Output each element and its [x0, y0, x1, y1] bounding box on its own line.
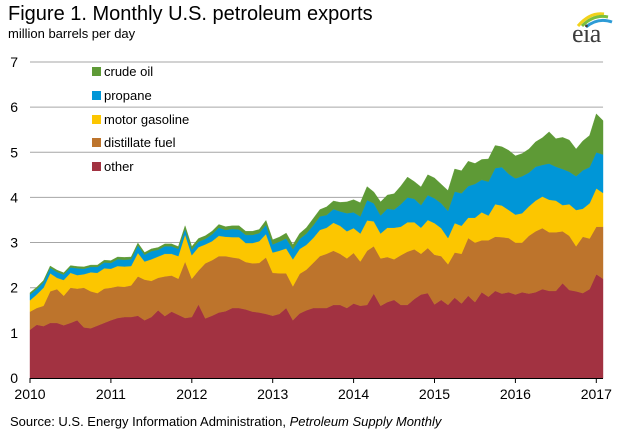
y-tick-label: 0 — [10, 370, 18, 386]
legend-label: propane — [104, 87, 152, 103]
source-prefix: Source: U.S. Energy Information Administ… — [10, 414, 290, 429]
x-tick-label: 2012 — [176, 386, 207, 402]
logo-text: eia — [572, 19, 601, 48]
legend-label: motor gasoline — [104, 111, 190, 127]
chart-subtitle: million barrels per day — [8, 26, 136, 41]
legend-swatch — [92, 67, 101, 76]
legend-swatch — [92, 138, 101, 148]
source-note: Source: U.S. Energy Information Administ… — [10, 414, 441, 430]
y-tick-label: 6 — [10, 99, 18, 115]
x-tick-label: 2016 — [500, 386, 531, 402]
source-publication: Petroleum Supply Monthly — [289, 414, 442, 429]
y-tick-label: 4 — [10, 189, 18, 205]
y-tick-label: 1 — [10, 325, 18, 341]
chart-title: Figure 1. Monthly U.S. petroleum exports — [8, 3, 373, 25]
y-tick-label: 2 — [10, 280, 18, 296]
area-series — [29, 113, 604, 379]
legend-label: other — [104, 159, 134, 175]
legend-label: crude oil — [104, 64, 154, 79]
y-tick-label: 7 — [10, 54, 18, 70]
legend-item-motor-gasoline: motor gasoline — [92, 112, 189, 128]
legend-item-other: other — [92, 159, 134, 175]
x-tick-label: 2013 — [257, 386, 288, 402]
x-tick-label: 2017 — [581, 386, 612, 402]
legend-item-propane: propane — [92, 88, 152, 104]
legend-item-crude-oil: crude oil — [92, 64, 153, 80]
legend-swatch — [92, 114, 101, 124]
logo-swoosh-icon — [576, 12, 613, 28]
legend-swatch — [92, 162, 101, 172]
y-tick-label: 5 — [10, 144, 18, 160]
x-tick-label: 2011 — [96, 386, 126, 402]
legend-item-distillate-fuel: distillate fuel — [92, 135, 176, 151]
x-tick-label: 2010 — [14, 386, 45, 402]
legend-swatch — [92, 90, 101, 100]
x-tick-label: 2014 — [338, 386, 369, 402]
x-tick-label: 2015 — [419, 386, 450, 402]
area-crude-oil — [29, 113, 604, 295]
y-tick-label: 3 — [10, 235, 18, 251]
eia-logo: eia — [568, 8, 616, 48]
axes: 0 1 2 3 4 5 6 7 2010 2011 2012 2013 2014 2015 2016 2017 — [10, 54, 612, 402]
legend-label: distillate fuel — [104, 135, 176, 151]
